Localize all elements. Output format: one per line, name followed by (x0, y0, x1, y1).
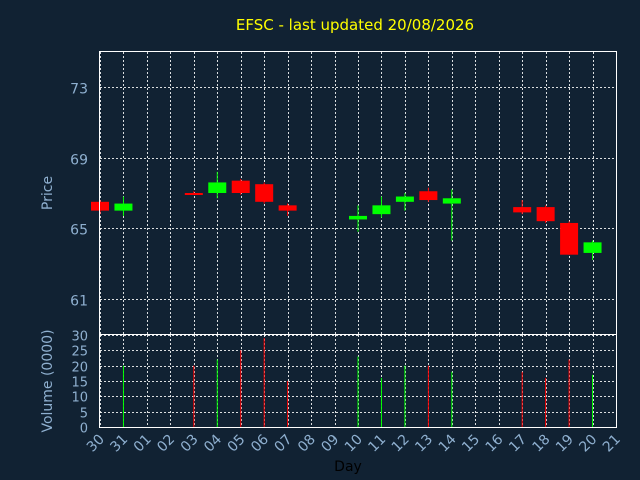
candle-body (419, 191, 438, 201)
x-tick-label: 09 (318, 432, 342, 456)
candle-body (184, 193, 203, 195)
x-tick-label: 31 (107, 432, 131, 456)
x-tick-label: 02 (154, 432, 178, 456)
price-tick-label: 73 (70, 82, 88, 98)
x-tick-label: 11 (365, 432, 389, 456)
volume-bars (122, 338, 594, 427)
candle-body (536, 207, 555, 222)
x-tick-label: 08 (295, 432, 319, 456)
price-panel: 61 65 69 73 (70, 51, 617, 335)
candle-body (513, 207, 532, 213)
x-axis: 30 31 01 02 03 04 05 06 07 08 09 10 11 12 13 14 15 16 17 18… (84, 431, 624, 455)
volume-tick-label: 25 (71, 345, 88, 360)
x-tick-label: 07 (272, 432, 296, 456)
price-tick-label: 69 (70, 153, 88, 169)
x-tick-label: 15 (459, 432, 483, 456)
candle-body (560, 222, 579, 255)
x-tick-label: 13 (412, 432, 436, 456)
x-tick-label: 14 (436, 431, 460, 455)
x-tick-label: 01 (131, 432, 155, 456)
candle-body (231, 180, 250, 193)
x-tick-label: 18 (530, 432, 554, 456)
x-tick-label: 05 (225, 432, 249, 456)
candle-body (255, 184, 274, 202)
price-axis-label: Price (40, 176, 56, 210)
candle-body (372, 205, 391, 215)
candle-body (583, 242, 602, 253)
candle-body (349, 215, 367, 220)
x-axis-label: Day (334, 459, 362, 475)
candle-body (395, 196, 414, 202)
volume-frame (99, 334, 617, 428)
price-grid (100, 52, 617, 334)
x-tick-label: 17 (506, 432, 530, 456)
volume-tick-label: 5 (80, 407, 88, 422)
volume-axis-label: Volume (0000) (40, 329, 56, 432)
x-tick-label: 06 (248, 431, 272, 455)
price-y-axis: 61 65 69 73 (70, 82, 88, 310)
x-tick-label: 03 (178, 432, 202, 456)
price-tick-label: 61 (70, 294, 88, 310)
price-tick-label: 65 (70, 223, 88, 239)
volume-tick-label: 15 (71, 376, 88, 391)
chart-title: EFSC - last updated 20/08/2026 (236, 16, 474, 34)
volume-tick-label: 30 (71, 330, 88, 345)
x-tick-label: 19 (553, 432, 577, 456)
x-tick-label: 20 (576, 432, 600, 456)
x-tick-label: 04 (201, 431, 225, 455)
candlesticks (91, 171, 602, 260)
x-tick-label: 21 (600, 432, 624, 456)
volume-tick-label: 10 (71, 391, 88, 406)
candle-body (278, 205, 297, 211)
candle-body (208, 182, 227, 193)
volume-tick-label: 20 (71, 361, 88, 376)
candle-body (114, 203, 133, 211)
candle-body (442, 198, 461, 204)
x-tick-label: 12 (389, 432, 413, 456)
x-tick-label: 16 (483, 431, 507, 455)
x-tick-label: 10 (342, 432, 366, 456)
volume-tick-label: 0 (80, 422, 88, 437)
